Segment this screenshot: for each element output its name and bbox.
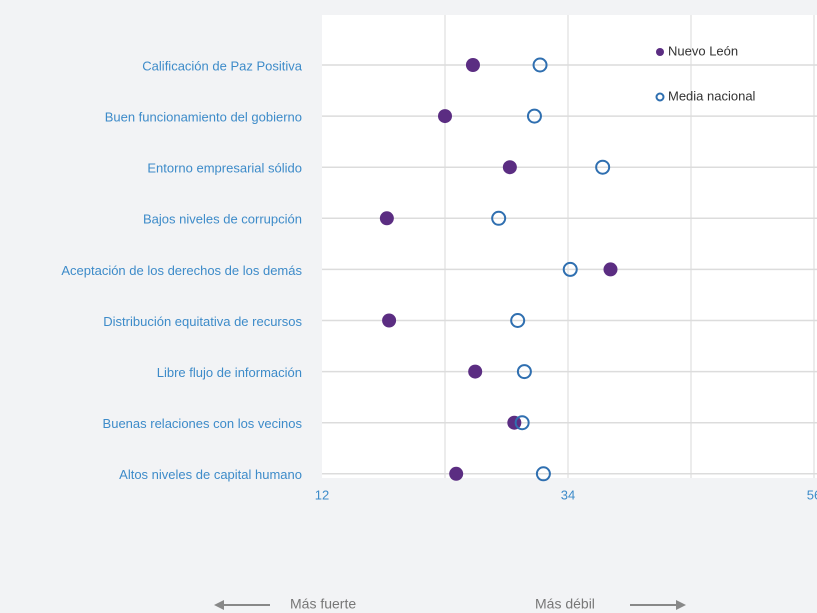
dot (502, 160, 517, 175)
category-label: Bajos niveles de corrupción (143, 212, 302, 227)
dot (491, 210, 507, 226)
dot (526, 108, 542, 124)
category-label: Calificación de Paz Positiva (142, 58, 302, 73)
legend-marker (655, 92, 665, 102)
category-label: Entorno empresarial sólido (147, 161, 302, 176)
category-label: Distribución equitativa de recursos (103, 314, 302, 329)
dot (595, 159, 611, 175)
dot (532, 57, 548, 73)
dot (438, 109, 452, 124)
x-tick-label: 56 (807, 487, 817, 502)
dot (449, 466, 464, 481)
arrow-right-head (676, 600, 686, 610)
category-label: Buenas relaciones con los vecinos (103, 416, 303, 431)
legend-marker (656, 48, 664, 56)
dot (562, 261, 578, 277)
dot (465, 58, 480, 72)
dot (535, 466, 551, 482)
dot (514, 415, 530, 431)
dot (382, 313, 397, 328)
arrow-left-head (214, 600, 224, 610)
category-label: Buen funcionamiento del gobierno (105, 110, 302, 125)
dot (379, 211, 394, 226)
x-tick-label: 34 (561, 487, 575, 502)
annotation-left: Más fuerte (290, 596, 356, 612)
annotation-right: Más débil (535, 596, 595, 612)
category-label: Aceptación de los derechos de los demás (61, 263, 302, 278)
dot (510, 313, 526, 328)
plot-background (322, 15, 817, 478)
dot (468, 364, 483, 379)
x-tick-label: 12 (315, 487, 329, 502)
dot (603, 262, 618, 277)
legend-label: Nuevo León (668, 43, 738, 58)
dot (516, 364, 532, 380)
category-label: Libre flujo de información (157, 365, 302, 380)
category-label: Altos niveles de capital humano (119, 467, 302, 482)
legend-label: Media nacional (668, 88, 756, 103)
